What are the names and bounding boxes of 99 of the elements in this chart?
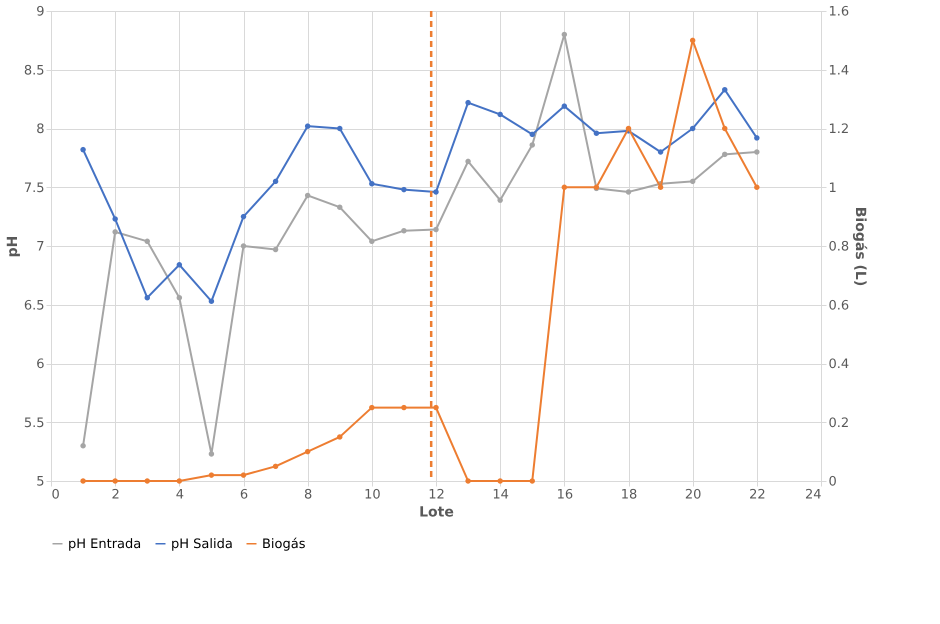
x-tick-label: 20 [684,488,702,502]
point [208,451,214,457]
point [562,103,568,109]
point [626,126,632,132]
point [337,204,342,210]
point [497,112,503,118]
point [530,132,535,138]
x-axis-title: Lote [419,504,454,520]
legend-label: Biogás [262,536,306,552]
point [722,126,728,132]
point [754,135,760,141]
point [690,38,696,44]
x-tick-label: 10 [364,488,381,502]
point [112,478,118,484]
y-tick-label: 7.5 [24,180,44,196]
point [272,246,278,252]
y-tick-label: 8.5 [24,63,44,78]
point [112,216,118,222]
point [401,404,407,410]
x-tick-label: 24 [804,488,822,502]
point [690,178,696,184]
point [208,472,214,478]
y2-tick-label: 0 [828,474,837,490]
point [626,189,632,195]
point [337,126,342,132]
point [497,197,503,203]
y2-tick-label: 0.8 [828,240,850,254]
y-tick-label: 6 [36,357,44,372]
point [144,478,150,484]
point [369,404,375,410]
point [80,478,86,484]
point [176,478,182,484]
y-axis-title: pH [4,236,21,258]
point [369,180,375,186]
point [144,238,150,244]
point [304,192,310,198]
point [304,448,310,454]
y-tick-label: 5 [36,474,44,490]
point [240,214,246,220]
y2-tick-label: 0.6 [828,298,850,314]
point [144,294,150,300]
point [465,158,471,164]
point [240,243,246,249]
point [433,189,439,195]
point [754,149,760,155]
y-tick-label: 7 [36,240,44,254]
x-tick-label: 6 [240,488,248,502]
point [530,478,535,484]
point [337,434,342,440]
point [433,404,439,410]
point [401,228,407,234]
point [658,149,664,155]
point [176,262,182,268]
legend-label: pH Entrada [68,536,142,552]
point [722,152,728,158]
x-tick-label: 16 [556,488,574,502]
point [304,123,310,129]
point [530,142,535,148]
x-tick-label: 8 [304,488,312,502]
point [176,294,182,300]
point [80,146,86,152]
y2-tick-label: 1.2 [828,122,850,137]
point [112,229,118,235]
point [80,443,86,448]
point [465,100,471,106]
y2-tick-label: 0.2 [828,416,850,431]
point [497,478,503,484]
point [208,298,214,304]
point [562,184,568,190]
y2-tick-label: 1 [828,180,837,196]
point [401,186,407,192]
point [754,184,760,190]
y2-tick-label: 1.6 [828,4,850,20]
point [594,130,600,136]
x-tick-label: 0 [52,488,60,502]
x-tick-label: 4 [176,488,184,502]
x-tick-label: 22 [749,488,766,502]
y2-tick-label: 1.4 [828,63,850,78]
x-tick-label: 14 [492,488,509,502]
y2-tick-label: 0.4 [828,357,850,372]
y-tick-label: 9 [36,4,44,20]
point [690,126,696,132]
point [240,472,246,478]
point [272,464,278,470]
x-tick-label: 12 [428,488,445,502]
point [465,478,471,484]
point [658,184,664,190]
x-tick-label: 18 [620,488,638,502]
point [433,226,439,232]
point [562,32,568,38]
legend-label: pH Salida [171,536,233,552]
point [722,86,728,92]
point [272,178,278,184]
y-tick-label: 6.5 [24,298,44,314]
y-tick-label: 5.5 [24,416,44,431]
y-tick-label: 8 [36,122,44,137]
point [369,238,375,244]
y2-axis-title: Biogás (L) [852,206,868,286]
x-tick-label: 2 [112,488,120,502]
